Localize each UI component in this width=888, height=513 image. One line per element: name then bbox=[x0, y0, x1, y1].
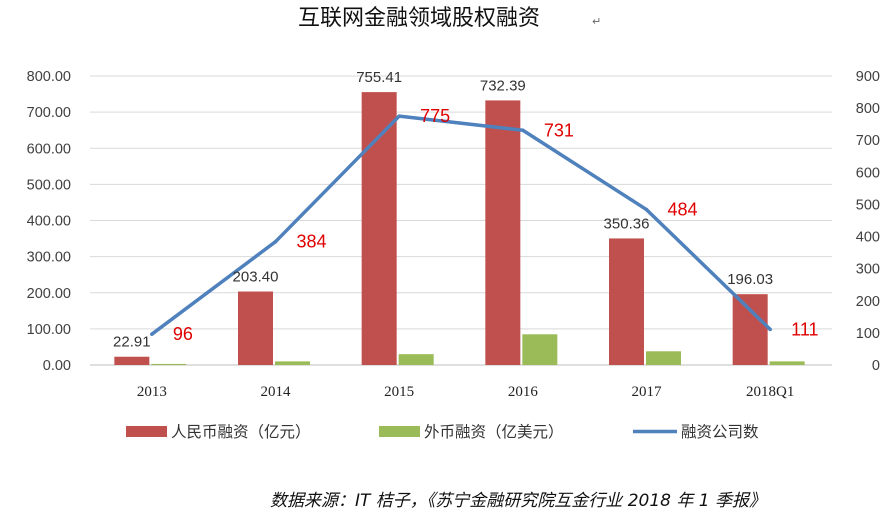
left-tick-label: 800.00 bbox=[27, 69, 71, 85]
gridlines bbox=[90, 75, 832, 366]
line-value-label: 484 bbox=[668, 200, 698, 220]
x-tick-label: 2013 bbox=[137, 384, 167, 400]
legend-label: 融资公司数 bbox=[681, 423, 759, 441]
bar-rmb bbox=[361, 92, 397, 365]
series-line bbox=[150, 114, 772, 336]
right-tick-label: 200 bbox=[856, 294, 880, 310]
left-tick-label: 300.00 bbox=[27, 250, 71, 266]
chart-title: 互联网金融领域股权融资 bbox=[298, 6, 540, 31]
bar-value-label: 203.40 bbox=[233, 269, 279, 286]
left-tick-label: 600.00 bbox=[27, 141, 71, 157]
bar-foreign bbox=[522, 334, 558, 365]
bar-value-label: 350.36 bbox=[604, 215, 650, 232]
legend-label: 外币融资（亿美元） bbox=[424, 423, 564, 441]
legend-swatch bbox=[126, 426, 167, 437]
bar-rmb bbox=[732, 294, 768, 365]
legend-label: 人民币融资（亿元） bbox=[171, 423, 311, 441]
left-tick-label: 0.00 bbox=[43, 358, 71, 374]
right-tick-label: 0 bbox=[872, 358, 880, 374]
right-tick-label: 100 bbox=[856, 326, 880, 342]
bar-foreign bbox=[646, 351, 681, 365]
right-tick-label: 300 bbox=[856, 262, 880, 278]
left-tick-label: 200.00 bbox=[27, 286, 71, 302]
x-tick-label: 2018Q1 bbox=[746, 384, 794, 400]
line-value-label: 111 bbox=[791, 319, 818, 339]
x-tick-label: 2017 bbox=[632, 384, 663, 400]
right-tick-label: 500 bbox=[856, 197, 880, 213]
bar-foreign bbox=[275, 361, 310, 365]
bar-rmb bbox=[485, 100, 521, 366]
bar-value-label: 755.41 bbox=[356, 69, 402, 86]
line-value-label: 384 bbox=[297, 232, 327, 252]
bar-foreign bbox=[398, 354, 434, 365]
line-point bbox=[521, 128, 525, 133]
x-axis-ticks: 2013 2014 2015 2016 2017 2018Q1 bbox=[137, 384, 795, 400]
line-financed-companies bbox=[150, 114, 772, 336]
right-axis-ticks: 0 100 200 300 400 500 600 700 800 900 bbox=[856, 69, 880, 374]
line-point bbox=[273, 239, 278, 244]
legend-swatch bbox=[379, 426, 420, 437]
bar-rmb bbox=[238, 291, 273, 365]
bar-value-label: 732.39 bbox=[480, 77, 526, 94]
bars bbox=[114, 92, 805, 366]
bar-foreign bbox=[151, 363, 187, 365]
line-point bbox=[150, 332, 154, 336]
x-tick-label: 2014 bbox=[261, 384, 292, 400]
right-tick-label: 400 bbox=[856, 230, 880, 246]
line-value-label: 775 bbox=[420, 106, 450, 126]
left-tick-label: 100.00 bbox=[27, 322, 71, 338]
line-value-label: 96 bbox=[173, 324, 193, 344]
left-tick-label: 500.00 bbox=[27, 177, 71, 193]
right-tick-label: 700 bbox=[856, 133, 880, 149]
legend: 人民币融资（亿元） 外币融资（亿美元） 融资公司数 bbox=[126, 423, 759, 441]
left-axis-ticks: 0.00 100.00 200.00 300.00 400.00 500.00 600.00… bbox=[27, 69, 71, 374]
right-tick-label: 600 bbox=[856, 165, 880, 181]
bar-rmb bbox=[609, 238, 644, 365]
x-tick-label: 2015 bbox=[384, 384, 414, 400]
right-tick-label: 800 bbox=[856, 101, 880, 117]
bar-value-label: 196.03 bbox=[727, 271, 773, 288]
bar-foreign bbox=[769, 361, 805, 365]
line-point bbox=[644, 207, 649, 212]
title-return-mark: ↵ bbox=[592, 15, 601, 28]
bar-value-label: 22.91 bbox=[113, 334, 151, 351]
left-tick-label: 700.00 bbox=[27, 105, 71, 121]
right-tick-label: 900 bbox=[856, 69, 880, 85]
source-note: 数据来源：IT 桔子，《苏宁金融研究院互金行业 2018 年 1 季报》 bbox=[270, 491, 766, 511]
line-value-label: 731 bbox=[544, 120, 574, 140]
data-labels: 22.91 203.40 755.41 732.39 350.36 196.03 96 384… bbox=[113, 69, 818, 351]
left-tick-label: 400.00 bbox=[27, 214, 71, 230]
bar-rmb bbox=[114, 356, 150, 365]
x-tick-label: 2016 bbox=[508, 384, 539, 400]
line-point bbox=[397, 114, 401, 118]
line-point bbox=[768, 327, 772, 332]
